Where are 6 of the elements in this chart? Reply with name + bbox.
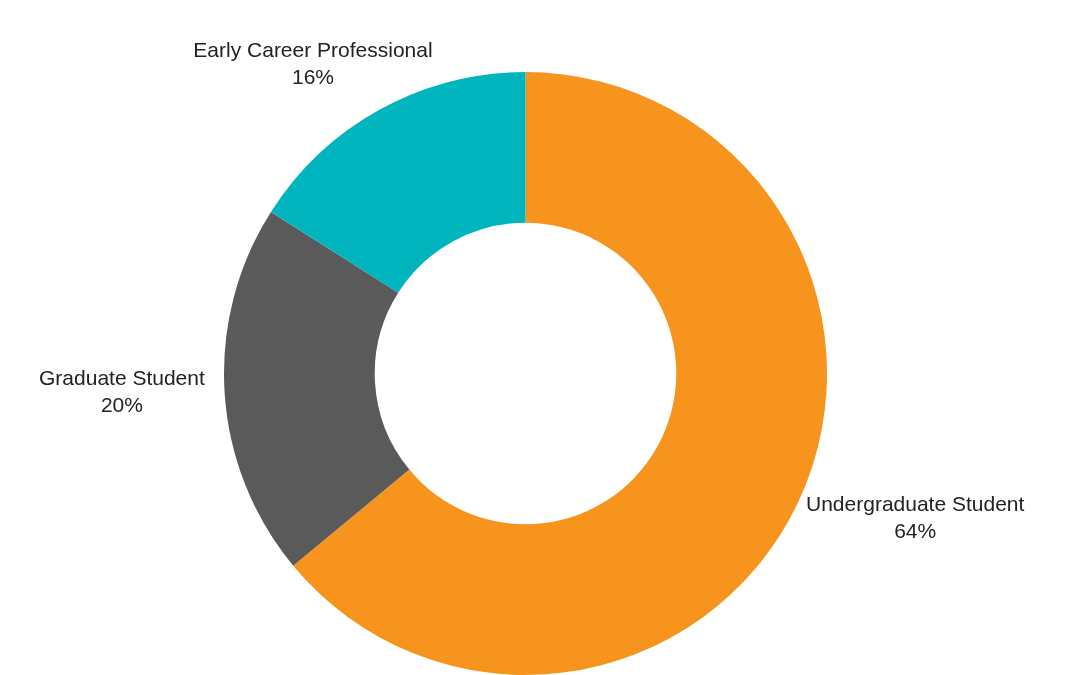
data-label: 20% [100,392,143,416]
data-label: 64% [894,519,937,543]
data-label: 16% [291,65,334,89]
slice-label: Graduate Student [39,365,205,389]
slice-label: Early Career Professional [193,38,433,62]
slice-label: Undergraduate Student [806,492,1025,516]
